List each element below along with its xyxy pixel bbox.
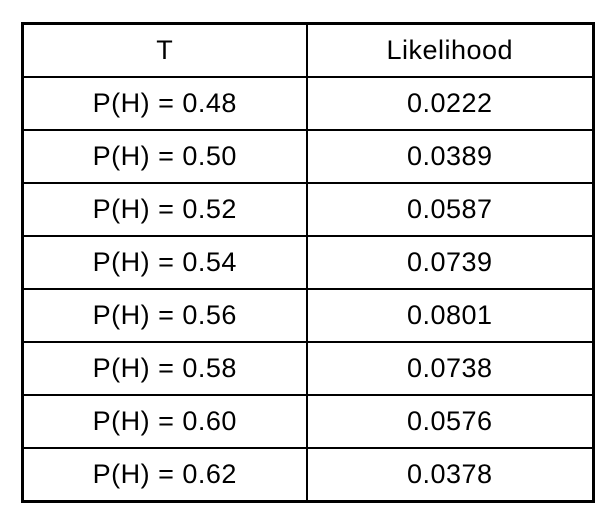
table-row: P(H) = 0.60 0.0576 <box>21 394 595 449</box>
t-cell: P(H) = 0.60 <box>21 394 308 449</box>
likelihood-cell: 0.0378 <box>305 447 595 503</box>
likelihood-cell: 0.0576 <box>305 394 595 449</box>
likelihood-cell: 0.0222 <box>305 76 595 131</box>
header-row: T Likelihood <box>21 22 595 78</box>
likelihood-cell: 0.0739 <box>305 235 595 290</box>
t-cell: P(H) = 0.50 <box>21 129 308 184</box>
table-row: P(H) = 0.50 0.0389 <box>21 129 595 184</box>
column-header-t: T <box>21 22 308 78</box>
table-body: P(H) = 0.48 0.0222 P(H) = 0.50 0.0389 P(… <box>21 76 595 503</box>
likelihood-cell: 0.0801 <box>305 288 595 343</box>
table-row: P(H) = 0.62 0.0378 <box>21 447 595 503</box>
likelihood-cell: 0.0738 <box>305 341 595 396</box>
table-row: P(H) = 0.58 0.0738 <box>21 341 595 396</box>
table-row: P(H) = 0.56 0.0801 <box>21 288 595 343</box>
column-header-likelihood: Likelihood <box>305 22 595 78</box>
t-cell: P(H) = 0.56 <box>21 288 308 343</box>
t-cell: P(H) = 0.52 <box>21 182 308 237</box>
table-row: P(H) = 0.54 0.0739 <box>21 235 595 290</box>
t-cell: P(H) = 0.48 <box>21 76 308 131</box>
t-cell: P(H) = 0.62 <box>21 447 308 503</box>
table-row: P(H) = 0.52 0.0587 <box>21 182 595 237</box>
likelihood-cell: 0.0587 <box>305 182 595 237</box>
table-row: P(H) = 0.48 0.0222 <box>21 76 595 131</box>
t-cell: P(H) = 0.54 <box>21 235 308 290</box>
likelihood-cell: 0.0389 <box>305 129 595 184</box>
t-cell: P(H) = 0.58 <box>21 341 308 396</box>
likelihood-table: T Likelihood P(H) = 0.48 0.0222 P(H) = 0… <box>21 22 595 503</box>
